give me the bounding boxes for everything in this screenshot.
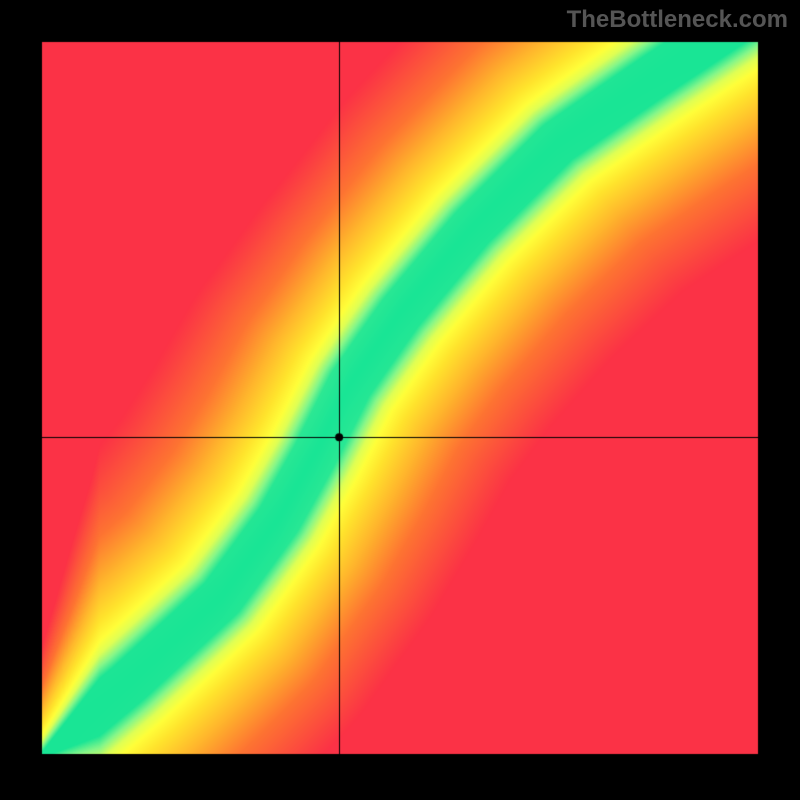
chart-container: TheBottleneck.com xyxy=(0,0,800,800)
bottleneck-heatmap xyxy=(0,0,800,800)
watermark-text: TheBottleneck.com xyxy=(567,6,788,34)
